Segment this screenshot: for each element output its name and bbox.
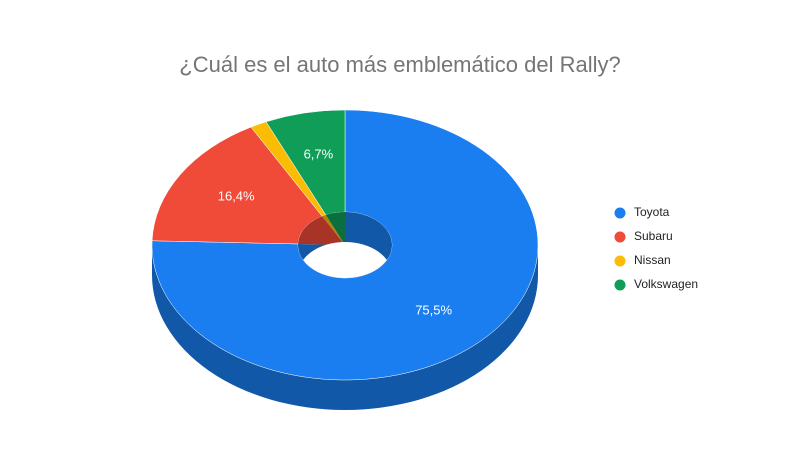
legend-swatch [614, 231, 626, 243]
hole-wall [316, 212, 345, 245]
chart-title: ¿Cuál es el auto más emblemático del Ral… [179, 52, 620, 77]
value-label: 75,5% [415, 302, 452, 317]
legend-swatch [614, 207, 626, 219]
value-label: 6,7% [304, 147, 334, 162]
legend-label: Volkswagen [634, 277, 698, 291]
legend-swatch [614, 279, 626, 291]
value-label: 16,4% [218, 189, 255, 204]
hole-floor [298, 242, 392, 278]
legend-label: Toyota [634, 205, 670, 219]
hole-wall [298, 212, 345, 245]
slice-side [152, 245, 538, 410]
hole-wall [310, 212, 345, 245]
legend-label: Nissan [634, 253, 671, 267]
slice [265, 109, 346, 216]
legend-label: Subaru [634, 229, 673, 243]
legend-swatch [614, 255, 626, 267]
